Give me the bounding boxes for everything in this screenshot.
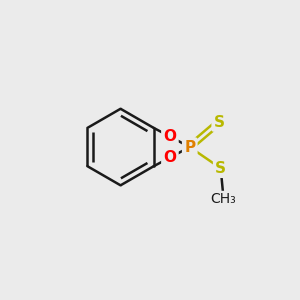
Text: CH₃: CH₃	[211, 192, 236, 206]
Text: O: O	[164, 129, 176, 144]
Text: P: P	[184, 140, 195, 154]
Text: O: O	[164, 150, 176, 165]
Text: S: S	[214, 115, 225, 130]
Text: S: S	[215, 161, 226, 176]
